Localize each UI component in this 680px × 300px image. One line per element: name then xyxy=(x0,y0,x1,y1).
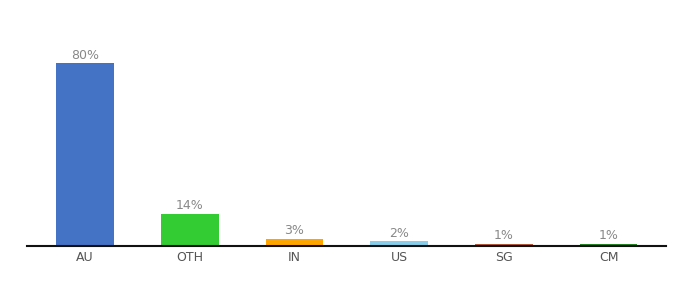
Text: 80%: 80% xyxy=(71,49,99,62)
Text: 2%: 2% xyxy=(389,226,409,240)
Text: 14%: 14% xyxy=(176,199,203,212)
Text: 1%: 1% xyxy=(494,229,514,242)
Bar xyxy=(580,244,637,246)
Bar xyxy=(161,214,218,246)
Bar xyxy=(475,244,532,246)
Text: 3%: 3% xyxy=(284,224,305,237)
Bar xyxy=(371,242,428,246)
Bar xyxy=(266,239,323,246)
Text: 1%: 1% xyxy=(598,229,619,242)
Bar xyxy=(56,63,114,246)
